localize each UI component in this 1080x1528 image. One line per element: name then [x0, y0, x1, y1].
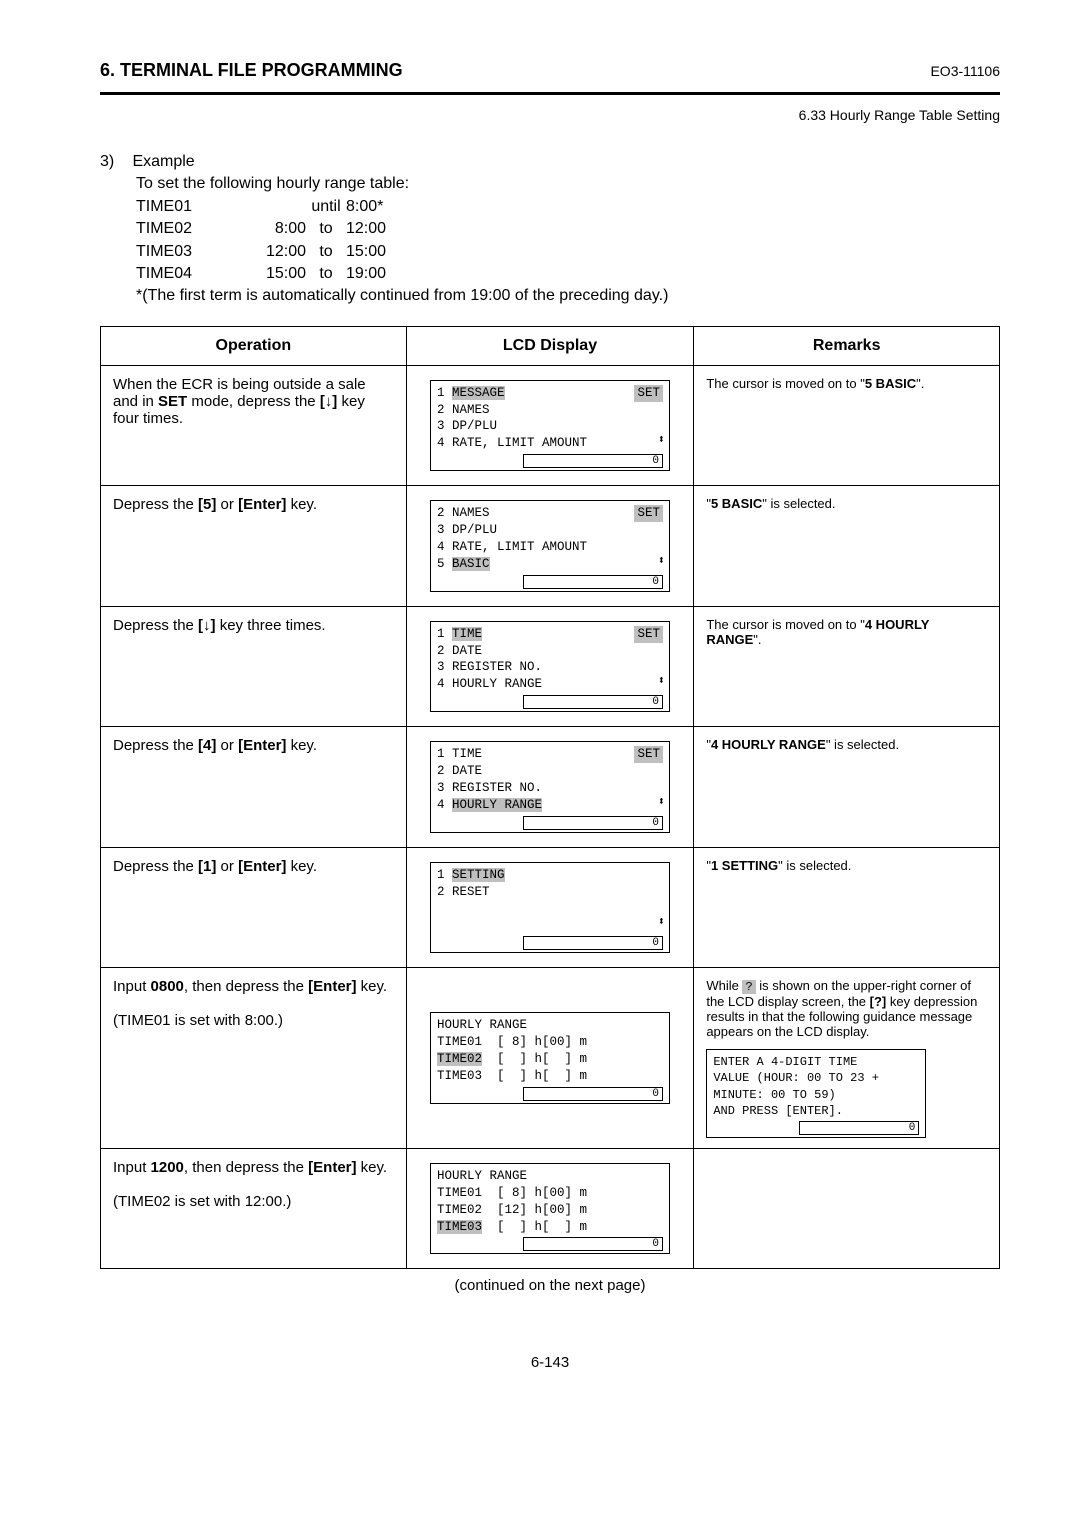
table-row: Depress the [1] or [Enter] key. 1 SETTIN… — [101, 847, 1000, 968]
example-number: 3) — [100, 151, 128, 173]
section-title: 6. TERMINAL FILE PROGRAMMING — [100, 60, 403, 81]
table-row: When the ECR is being outside a sale and… — [101, 365, 1000, 486]
example-note: *(The first term is automatically contin… — [136, 285, 1000, 307]
table-row: Depress the [↓] key three times. SET 1 T… — [101, 606, 1000, 727]
lcd-screen: SET 1 MESSAGE2 NAMES3 DP/PLU4 RATE, LIMI… — [430, 380, 670, 472]
lcd-screen: HOURLY RANGETIME01 [ 8] h[00] mTIME02 [1… — [430, 1163, 670, 1255]
lcd-screen: SET 1 TIME2 DATE3 REGISTER NO.4 HOURLY R… — [430, 741, 670, 833]
time-row: TIME01until8:00* — [136, 196, 1000, 218]
lcd-screen: SET 1 TIME2 DATE3 REGISTER NO.4 HOURLY R… — [430, 621, 670, 713]
time-row: TIME028:00to12:00 — [136, 218, 1000, 240]
lcd-screen: HOURLY RANGETIME01 [ 8] h[00] mTIME02 [ … — [430, 1012, 670, 1104]
time-row: TIME0415:00to19:00 — [136, 263, 1000, 285]
guidance-box: ENTER A 4-DIGIT TIMEVALUE (HOUR: 00 TO 2… — [706, 1049, 926, 1138]
table-row: Depress the [4] or [Enter] key. SET 1 TI… — [101, 727, 1000, 848]
example-block: 3) Example To set the following hourly r… — [100, 151, 1000, 308]
time-row: TIME0312:00to15:00 — [136, 241, 1000, 263]
col-lcd: LCD Display — [406, 326, 694, 365]
header-rule — [100, 92, 1000, 95]
continued-note: (continued on the next page) — [100, 1277, 1000, 1294]
col-operation: Operation — [101, 326, 407, 365]
subheader: 6.33 Hourly Range Table Setting — [100, 107, 1000, 123]
table-row: Input 1200, then depress the [Enter] key… — [101, 1148, 1000, 1269]
example-intro: To set the following hourly range table: — [136, 173, 1000, 195]
doc-code: EO3-11106 — [930, 63, 1000, 79]
operation-table: Operation LCD Display Remarks When the E… — [100, 326, 1000, 1270]
table-row: Depress the [5] or [Enter] key. SET 2 NA… — [101, 486, 1000, 607]
table-row: Input 0800, then depress the [Enter] key… — [101, 968, 1000, 1149]
lcd-screen: SET 2 NAMES3 DP/PLU4 RATE, LIMIT AMOUNT5… — [430, 500, 670, 592]
col-remarks: Remarks — [694, 326, 1000, 365]
page-number: 6-143 — [100, 1354, 1000, 1371]
lcd-screen: 1 SETTING2 RESET ⬍ 0 — [430, 862, 670, 954]
example-title: Example — [132, 153, 194, 170]
